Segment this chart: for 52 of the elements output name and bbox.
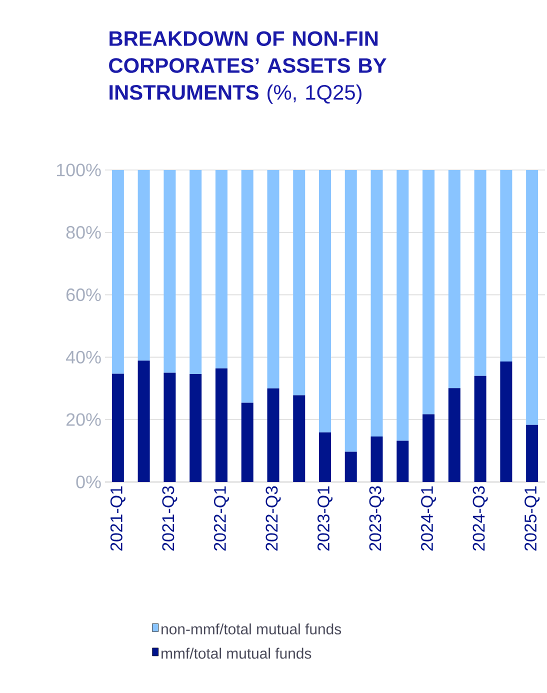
- x-tick-label: 2021-Q1: [110, 486, 126, 551]
- x-tick-label: 2023-Q3: [369, 486, 384, 551]
- bar: [422, 170, 435, 414]
- bar: [215, 368, 228, 482]
- bar: [164, 170, 176, 373]
- bar: [526, 424, 538, 482]
- legend-label: mmf/total mutual funds: [162, 648, 312, 659]
- bar: [190, 374, 202, 482]
- bar: [241, 402, 254, 482]
- x-tick-label: 2022-Q3: [266, 486, 281, 551]
- bar: [241, 170, 254, 403]
- chart-title: BREAKDOWN OF NON-FIN CORPORATES’ ASSETS BY INSTRUMENTS (%, 1Q25): [109, 31, 386, 104]
- x-tick-label: 2021-Q3: [162, 486, 178, 551]
- bar: [500, 362, 512, 482]
- x-tick-label: 2024-Q3: [472, 486, 488, 551]
- bar: [500, 170, 512, 362]
- bar: [293, 395, 306, 482]
- y-tick-label: 80%: [66, 226, 101, 239]
- bar: [267, 388, 280, 482]
- bar: [293, 170, 306, 396]
- bar: [318, 170, 331, 432]
- bar: [344, 452, 357, 482]
- bar: [448, 388, 460, 482]
- bar: [138, 170, 150, 361]
- x-tick-label: 2025-Q1: [524, 486, 540, 551]
- bar: [370, 170, 383, 436]
- bar: [396, 440, 409, 482]
- x-tick-label: 2024-Q1: [421, 486, 436, 551]
- bar: [422, 414, 435, 482]
- bar: [396, 170, 409, 441]
- bar: [164, 372, 176, 482]
- y-tick-label: 40%: [66, 350, 101, 364]
- y-tick-label: 0%: [76, 476, 101, 488]
- bar: [190, 170, 202, 374]
- x-tick-label: 2022-Q1: [214, 486, 229, 551]
- bar: [112, 374, 124, 482]
- y-tick-label: 100%: [56, 164, 101, 176]
- bar: [344, 170, 357, 452]
- bar: [215, 170, 228, 368]
- bar: [112, 170, 124, 374]
- bar: [267, 170, 280, 388]
- x-tick-label: 2023-Q1: [317, 486, 333, 551]
- y-tick-label: 60%: [66, 288, 101, 302]
- bar: [370, 436, 383, 482]
- y-tick-label: 20%: [66, 413, 101, 426]
- bar: [448, 170, 460, 388]
- bar: [474, 170, 486, 376]
- bar: [138, 360, 150, 482]
- bar: [474, 376, 486, 482]
- bar: [318, 432, 331, 482]
- bar: [526, 170, 538, 425]
- legend-label: non-mmf/total mutual funds: [162, 623, 342, 634]
